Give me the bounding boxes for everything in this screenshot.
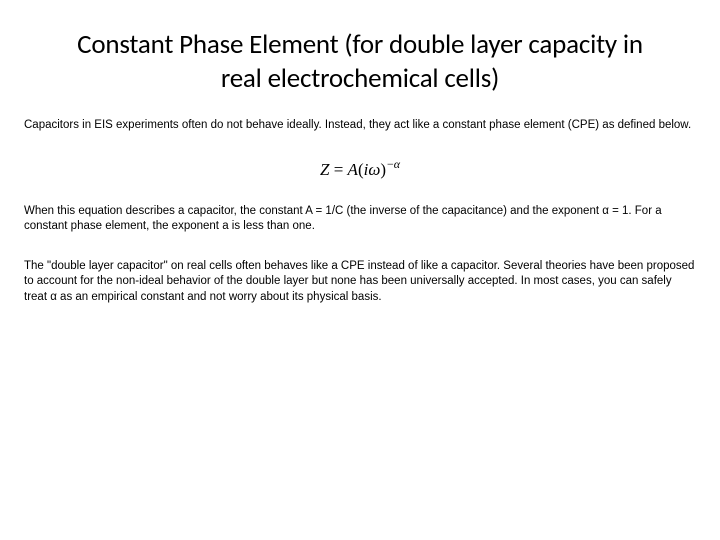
paragraph-2: When this equation describes a capacitor… [24,204,696,235]
impedance-equation: Z = A(iω)−α [320,160,400,179]
eq-alpha: α [394,157,400,171]
slide: Constant Phase Element (for double layer… [0,0,720,540]
eq-neg: − [387,157,394,171]
slide-title: Constant Phase Element (for double layer… [54,28,666,96]
eq-a: A [348,160,358,179]
equation-block: Z = A(iω)−α [24,157,696,180]
paragraph-1: Capacitors in EIS experiments often do n… [24,118,696,134]
paragraph-3: The "double layer capacitor" on real cel… [24,259,696,306]
eq-exponent: −α [386,157,400,171]
eq-omega: ω [368,160,380,179]
eq-equals: = [329,160,347,179]
